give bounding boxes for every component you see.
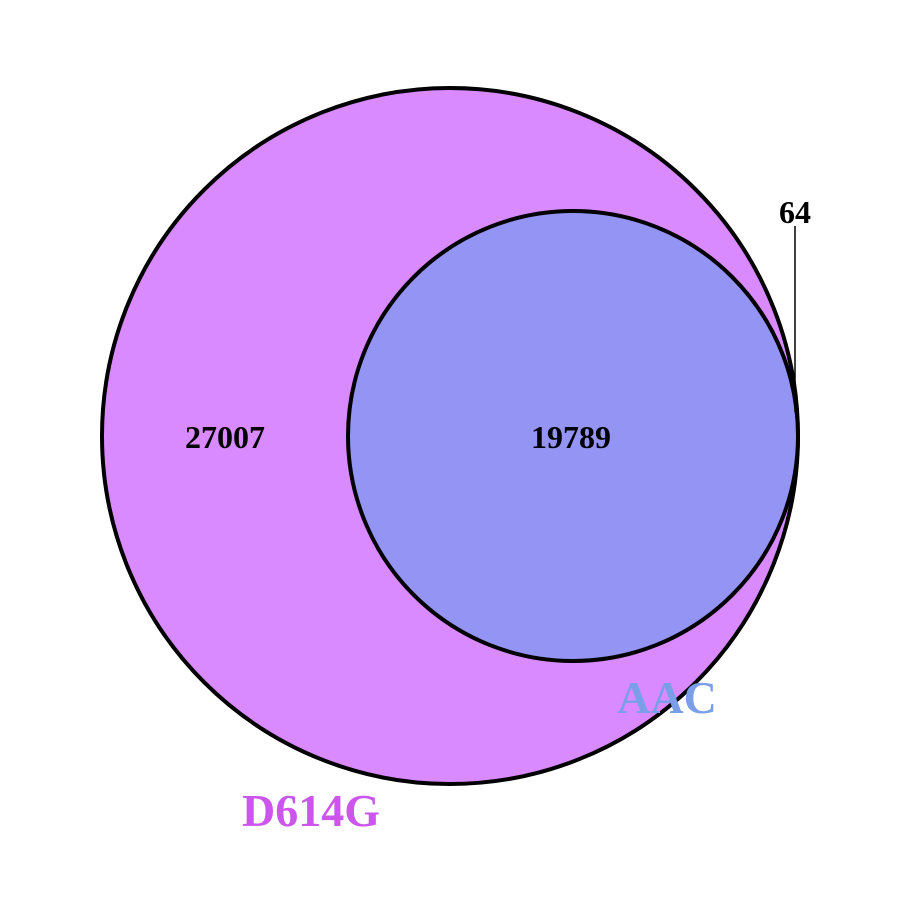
aac-set-label: AAC	[617, 672, 717, 723]
d614g-set-label: D614G	[242, 785, 380, 836]
d614g-only-count: 27007	[185, 419, 265, 455]
aac-only-count: 64	[779, 194, 811, 230]
intersection-count: 19789	[531, 419, 611, 455]
aac-circle	[346, 209, 800, 663]
